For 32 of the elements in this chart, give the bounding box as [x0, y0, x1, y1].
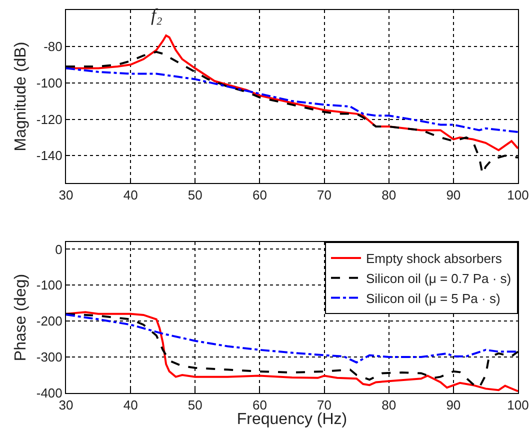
x-tick-label: 50 [188, 188, 202, 203]
y-tick-label: -100 [36, 75, 62, 90]
x-tick-label: 30 [58, 188, 74, 203]
x-tick-label: 90 [446, 188, 461, 203]
x-tick-label: 100 [507, 398, 529, 413]
y-tick-label: -80 [44, 38, 62, 54]
x-tick-label: 50 [188, 398, 202, 413]
x-tick-label: 40 [123, 398, 138, 413]
legend-label: Silicon oil (μ = 5 Pa · s) [366, 290, 500, 306]
y-tick-label: -120 [36, 112, 62, 127]
y-axis-title: Magnitude (dB) [12, 42, 30, 152]
y-tick-label: -200 [36, 314, 62, 329]
y-tick-label: -140 [36, 148, 62, 164]
x-tick-label: 100 [507, 188, 529, 203]
x-tick-label: 70 [317, 188, 332, 203]
y-tick-label: 0 [55, 242, 62, 257]
x-tick-label: 70 [317, 398, 332, 413]
x-tick-label: 90 [446, 398, 461, 413]
legend-label: Silicon oil (μ = 0.7 Pa · s) [366, 270, 512, 286]
x-tick-label: 80 [382, 188, 396, 203]
x-tick-label: 40 [123, 188, 138, 203]
line-series [66, 314, 518, 364]
x-tick-label: 80 [382, 398, 396, 413]
x-tick-label: 60 [252, 398, 267, 413]
x-axis-title: Frequency (Hz) [236, 411, 348, 428]
y-tick-label: -100 [36, 278, 62, 293]
y-tick-label: -300 [36, 350, 62, 365]
y-axis-title: Phase (deg) [12, 274, 30, 362]
legend-label: Empty shock absorbers [366, 251, 502, 266]
x-tick-label: 60 [252, 188, 267, 203]
annotation: f₂ [151, 5, 162, 25]
line-series [66, 67, 518, 134]
